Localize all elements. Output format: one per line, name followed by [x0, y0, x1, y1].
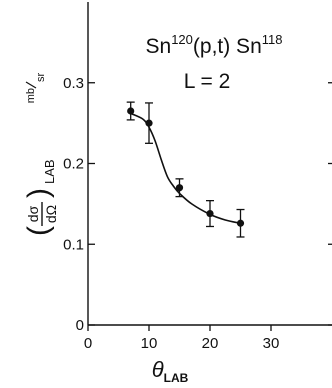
data-marker [175, 184, 184, 192]
y-label-denominator: dΩ [43, 205, 59, 223]
y-unit-denominator: sr [35, 73, 47, 83]
fit-curve [130, 112, 241, 225]
title-mass-target: 120 [171, 32, 193, 47]
data-point [145, 102, 153, 144]
y-label-paren-open: ( [22, 226, 55, 236]
y-tick-label: 0.3 [63, 75, 84, 92]
y-label-numerator: dσ [25, 205, 41, 222]
data-marker [145, 119, 153, 127]
x-tick-label: 30 [263, 335, 280, 352]
data-point [236, 208, 245, 238]
y-unit-numerator: mb [25, 88, 37, 103]
axis-ticks: 0 10 20 30 0 0.1 0.2 0.3 [63, 75, 332, 352]
title-nucleus-target: Sn [146, 35, 172, 58]
x-tick-label: 0 [84, 335, 92, 352]
fit-curve-layer [130, 112, 241, 225]
data-point [206, 199, 214, 228]
data-point [126, 101, 135, 121]
y-label-subscript: LAB [42, 159, 57, 184]
title-reaction: (p,t) Sn [193, 35, 262, 58]
x-label-subscript: LAB [164, 371, 189, 385]
x-tick-label: 10 [141, 335, 158, 352]
data-marker [127, 107, 135, 115]
y-axis-label: ( dσ dΩ ) LAB mb sr [22, 73, 59, 237]
data-points [126, 101, 245, 238]
y-label-paren-close: ) [22, 188, 55, 198]
data-point [175, 178, 184, 198]
chart-title-line1: Sn120(p,t) Sn118 [146, 32, 283, 58]
chart-title-line2: L = 2 [184, 70, 231, 93]
data-marker [206, 209, 214, 218]
x-axis-label: θLAB [152, 357, 189, 385]
y-tick-label: 0.2 [63, 156, 84, 173]
y-tick-label: 0.1 [63, 236, 84, 253]
x-tick-label: 20 [202, 335, 219, 352]
x-label-theta: θ [152, 357, 164, 382]
y-tick-label: 0 [76, 317, 84, 334]
title-mass-product: 118 [262, 32, 283, 47]
data-marker [236, 219, 245, 227]
